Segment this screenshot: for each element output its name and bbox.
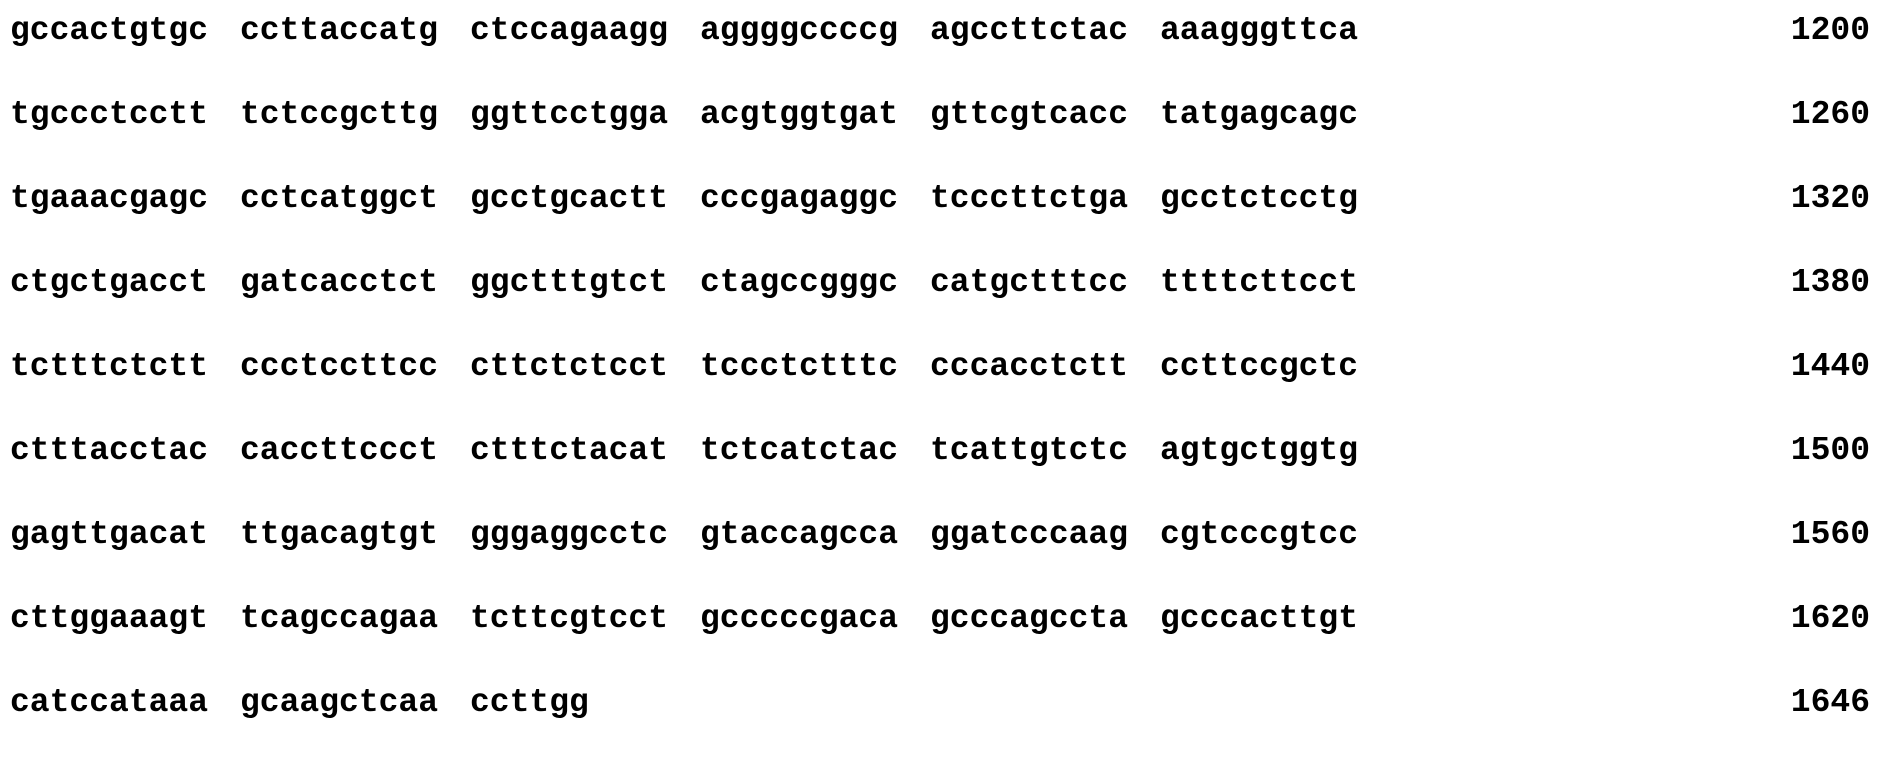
sequence-block: tatgagcagc <box>1160 87 1358 143</box>
sequence-block: tctcatctac <box>700 423 898 479</box>
sequence-block: cttctctcct <box>470 339 668 395</box>
sequence-block: gagttgacat <box>10 507 208 563</box>
sequence-block: cgtcccgtcc <box>1160 507 1358 563</box>
sequence-block: ctttctacat <box>470 423 668 479</box>
sequence-block: ggttcctgga <box>470 87 668 143</box>
position-number: 1646 <box>1791 675 1870 731</box>
sequence-row: tgaaacgagc cctcatggct gcctgcactt cccgaga… <box>0 171 1878 227</box>
position-number: 1620 <box>1791 591 1870 647</box>
position-number: 1500 <box>1791 423 1870 479</box>
sequence-row: gccactgtgc ccttaccatg ctccagaagg aggggcc… <box>0 3 1878 59</box>
sequence-block: gtaccagcca <box>700 507 898 563</box>
sequence-block: ccttaccatg <box>240 3 438 59</box>
sequence-block: gcccccgaca <box>700 591 898 647</box>
sequence-block: gatcacctct <box>240 255 438 311</box>
position-number: 1320 <box>1791 171 1870 227</box>
sequence-block: ctgctgacct <box>10 255 208 311</box>
sequence-block: aggggccccg <box>700 3 898 59</box>
sequence-block: tgaaacgagc <box>10 171 208 227</box>
sequence-block: gcccagccta <box>930 591 1128 647</box>
sequence-block: gggaggcctc <box>470 507 668 563</box>
sequence-block: cccacctctt <box>930 339 1128 395</box>
sequence-block: tcttcgtcct <box>470 591 668 647</box>
sequence-block: cctcatggct <box>240 171 438 227</box>
sequence-block: catgctttcc <box>930 255 1128 311</box>
sequence-row: ctttacctac caccttccct ctttctacat tctcatc… <box>0 423 1878 479</box>
sequence-block: agccttctac <box>930 3 1128 59</box>
sequence-block: ggctttgtct <box>470 255 668 311</box>
position-number: 1200 <box>1791 3 1870 59</box>
sequence-block: acgtggtgat <box>700 87 898 143</box>
sequence-block: gccactgtgc <box>10 3 208 59</box>
sequence-block: agtgctggtg <box>1160 423 1358 479</box>
sequence-block: aaagggttca <box>1160 3 1358 59</box>
sequence-block: ttttcttcct <box>1160 255 1358 311</box>
position-number: 1380 <box>1791 255 1870 311</box>
sequence-block: tcattgtctc <box>930 423 1128 479</box>
sequence-block: cccgagaggc <box>700 171 898 227</box>
position-number: 1560 <box>1791 507 1870 563</box>
sequence-row: gagttgacat ttgacagtgt gggaggcctc gtaccag… <box>0 507 1878 563</box>
sequence-block: gcctgcactt <box>470 171 668 227</box>
sequence-block: gcccacttgt <box>1160 591 1358 647</box>
sequence-block: tctccgcttg <box>240 87 438 143</box>
sequence-block: cttggaaagt <box>10 591 208 647</box>
sequence-block: ccttgg <box>470 675 589 731</box>
sequence-block: gcctctcctg <box>1160 171 1358 227</box>
sequence-block: catccataaa <box>10 675 208 731</box>
sequence-block: ctttacctac <box>10 423 208 479</box>
sequence-block: gcaagctcaa <box>240 675 438 731</box>
sequence-block: ctagccgggc <box>700 255 898 311</box>
sequence-row: tgccctcctt tctccgcttg ggttcctgga acgtggt… <box>0 87 1878 143</box>
sequence-row: cttggaaagt tcagccagaa tcttcgtcct gcccccg… <box>0 591 1878 647</box>
position-number: 1260 <box>1791 87 1870 143</box>
position-number: 1440 <box>1791 339 1870 395</box>
sequence-block: tcagccagaa <box>240 591 438 647</box>
sequence-row: tctttctctt ccctccttcc cttctctcct tccctct… <box>0 339 1878 395</box>
sequence-block: tcccttctga <box>930 171 1128 227</box>
sequence-block: ggatcccaag <box>930 507 1128 563</box>
sequence-row: ctgctgacct gatcacctct ggctttgtct ctagccg… <box>0 255 1878 311</box>
sequence-block: ccttccgctc <box>1160 339 1358 395</box>
sequence-block: ccctccttcc <box>240 339 438 395</box>
sequence-block: tccctctttc <box>700 339 898 395</box>
sequence-block: tctttctctt <box>10 339 208 395</box>
sequence-block: caccttccct <box>240 423 438 479</box>
sequence-block: ctccagaagg <box>470 3 668 59</box>
sequence-block: tgccctcctt <box>10 87 208 143</box>
sequence-block: ttgacagtgt <box>240 507 438 563</box>
sequence-row: catccataaa gcaagctcaa ccttgg 1646 <box>0 675 1878 731</box>
sequence-block: gttcgtcacc <box>930 87 1128 143</box>
